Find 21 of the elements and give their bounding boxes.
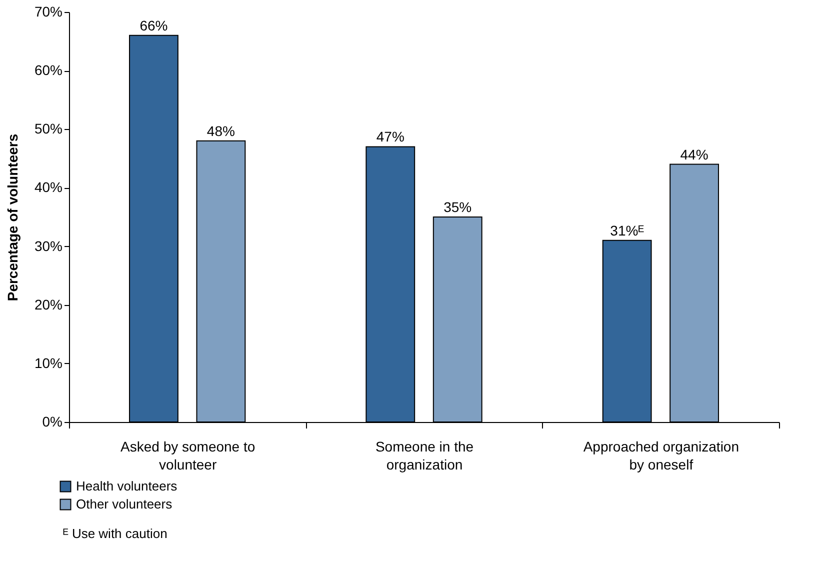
y-tick-label: 40% bbox=[34, 179, 62, 196]
y-tick-label: 10% bbox=[34, 354, 62, 371]
x-tick-label: Someone in the organization bbox=[375, 438, 474, 472]
y-tick-label: 50% bbox=[34, 120, 62, 137]
y-tick-label: 70% bbox=[34, 4, 62, 20]
text: ᴱ Use with caution bbox=[63, 526, 168, 541]
x-tick-label: Approached organization by oneself bbox=[583, 438, 740, 472]
y-tick-label: 20% bbox=[34, 296, 62, 312]
legend-label: Health volunteers bbox=[76, 478, 178, 494]
data-label: 47% bbox=[376, 128, 404, 145]
data-label: 48% bbox=[206, 122, 235, 139]
y-axis-title: Percentage of volunteers bbox=[4, 134, 20, 302]
data-label: 66% bbox=[140, 17, 168, 34]
y-tick-label: 0% bbox=[42, 414, 62, 430]
y-tick-label: 30% bbox=[34, 238, 62, 254]
x-tick-label: Asked by someone to volunteer bbox=[120, 438, 256, 472]
data-label: 35% bbox=[444, 199, 472, 215]
legend-label: Other volunteers bbox=[76, 496, 173, 512]
data-label: 31%ᴱ bbox=[610, 222, 644, 238]
data-label: 44% bbox=[680, 146, 708, 162]
y-tick-label: 60% bbox=[34, 62, 62, 78]
